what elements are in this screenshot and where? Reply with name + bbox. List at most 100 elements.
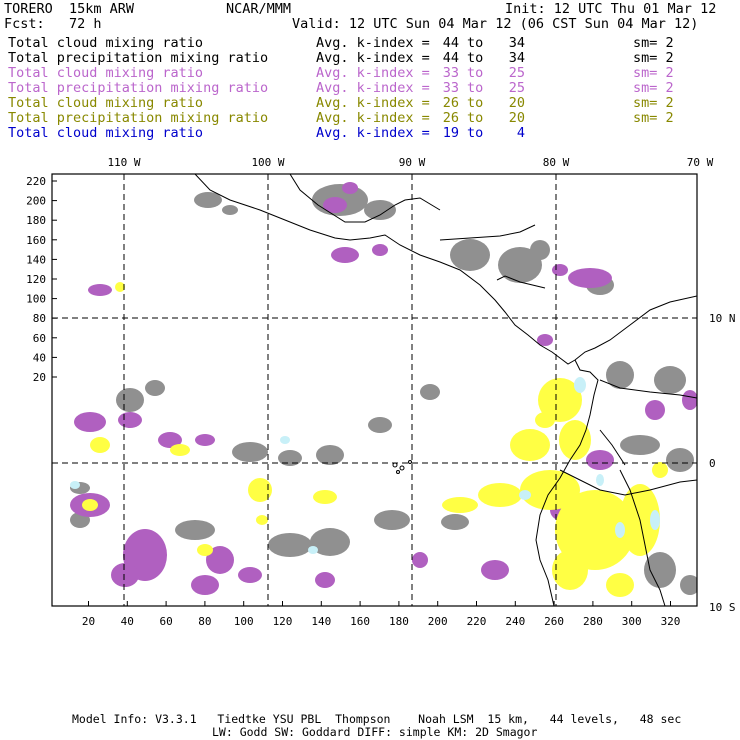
x-tick-label: 200 [428,615,448,628]
y-tick-label: 40 [33,351,46,364]
legend-variable: Total precipitation mixing ratio [8,80,269,96]
x-tick-label: 140 [311,615,331,628]
lon-label: 110 W [107,156,140,169]
legend-row: Total precipitation mixing ratio Avg. k-i… [8,51,708,66]
galapagos-islands [392,460,412,474]
legend-to-value: 25 [508,80,525,96]
legend-avg-label: Avg. k-index = [316,95,430,111]
org-label: NCAR/MMM [226,1,292,17]
lon-label: 80 W [543,156,570,169]
lon-label: 90 W [399,156,426,169]
legend-from-value: 33 [442,80,459,96]
y-tick-label: 200 [26,195,46,208]
legend-avg-label: Avg. k-index = [316,80,430,96]
legend-to-label: to [467,110,484,126]
legend-smoothing: sm= 2 [633,35,674,51]
legend-to-value: 34 [508,35,525,51]
x-tick-label: 220 [467,615,487,628]
map-fields [52,174,697,606]
x-tick-label: 160 [350,615,370,628]
y-tick-label: 60 [33,332,46,345]
lon-label: 100 W [251,156,284,169]
x-tick-label: 320 [661,615,681,628]
legend-from-value: 26 [442,95,459,111]
valid-time: Valid: 12 UTC Sun 04 Mar 12 (06 CST Sun … [292,16,699,32]
legend-avg-label: Avg. k-index = [316,65,430,81]
x-tick-label: 240 [505,615,525,628]
legend-variable: Total cloud mixing ratio [8,35,204,51]
legend-avg-label: Avg. k-index = [316,110,430,126]
y-tick-label: 180 [26,214,46,227]
legend-variable: Total precipitation mixing ratio [8,50,269,66]
legend-to-value: 34 [508,50,525,66]
init-time: Init: 12 UTC Thu 01 Mar 12 [505,1,717,17]
forecast-hour: Fcst: 72 h [4,16,102,32]
legend-to-value: 20 [508,95,525,111]
legend-row: Total precipitation mixing ratio Avg. k-i… [8,81,708,96]
legend-variable: Total cloud mixing ratio [8,95,204,111]
legend-from-value: 26 [442,110,459,126]
legend-to-label: to [467,65,484,81]
legend-smoothing: sm= 2 [633,95,674,111]
map-panel: 110 W 100 W 90 W 80 W 70 W 10 N 0 10 S [26,156,736,628]
legend-avg-label: Avg. k-index = [316,125,430,141]
legend-row: Total cloud mixing ratio Avg. k-index = 19… [8,126,708,141]
cyan-cloud-field [70,377,660,554]
legend-row: Total cloud mixing ratio Avg. k-index = 33… [8,66,708,81]
lat-label: 0 [709,457,716,470]
legend-to-label: to [467,35,484,51]
x-tick-label: 80 [198,615,211,628]
legend-to-value: 20 [508,110,525,126]
legend-variable: Total cloud mixing ratio [8,125,204,141]
legend-smoothing: sm= 2 [633,80,674,96]
legend-from-value: 44 [442,35,459,51]
legend-row: Total cloud mixing ratio Avg. k-index = 44… [8,36,708,51]
y-tick-label: 160 [26,234,46,247]
y-tick-label: 140 [26,253,46,266]
legend-row: Total precipitation mixing ratio Avg. k-i… [8,111,708,126]
legend-from-value: 33 [442,65,459,81]
legend-smoothing: sm= 2 [633,50,674,66]
x-axis-ticks: 20 40 60 80 100 120 140 160 180 200 220 240 260 280 30… [82,601,681,628]
x-tick-label: 20 [82,615,95,628]
legend-variable: Total precipitation mixing ratio [8,110,269,126]
map-frame [51,173,698,607]
lat-label: 10 S [709,601,736,614]
x-tick-label: 100 [234,615,254,628]
legend-avg-label: Avg. k-index = [316,50,430,66]
lat-lon-grid [52,174,697,606]
lat-label: 10 N [709,312,736,325]
x-tick-label: 300 [622,615,642,628]
physics-info-line: LW: Godd SW: Goddard DIFF: simple KM: 2D… [212,725,538,739]
x-tick-label: 260 [544,615,564,628]
x-tick-label: 40 [121,615,134,628]
legend-variable: Total cloud mixing ratio [8,65,204,81]
y-tick-label: 20 [33,371,46,384]
model-title: TORERO 15km ARW [4,1,135,17]
y-tick-label: 120 [26,273,46,286]
legend-to-value: 25 [508,65,525,81]
x-tick-label: 120 [273,615,293,628]
y-tick-label: 220 [26,175,46,188]
legend-smoothing: sm= 2 [633,65,674,81]
legend-smoothing: sm= 2 [633,110,674,126]
model-info-line: Model Info: V3.3.1 Tiedtke YSU PBL Thomp… [72,712,682,726]
legend-from-value: 19 [442,125,459,141]
x-tick-label: 60 [159,615,172,628]
lon-label: 70 W [687,156,714,169]
coastlines [194,174,697,606]
y-tick-label: 80 [33,312,46,325]
legend-to-value: 4 [516,125,525,141]
legend-to-label: to [467,50,484,66]
legend-to-label: to [467,95,484,111]
legend-row: Total cloud mixing ratio Avg. k-index = 26… [8,96,708,111]
legend-from-value: 44 [442,50,459,66]
yellow-precip-field [82,282,668,597]
x-tick-label: 180 [389,615,409,628]
y-tick-label: 100 [26,293,46,306]
legend-to-label: to [467,80,484,96]
legend-avg-label: Avg. k-index = [316,35,430,51]
y-axis-ticks: 220 200 180 160 140 120 100 80 60 40 20 [26,175,57,384]
x-tick-label: 280 [583,615,603,628]
legend-to-label: to [467,125,484,141]
